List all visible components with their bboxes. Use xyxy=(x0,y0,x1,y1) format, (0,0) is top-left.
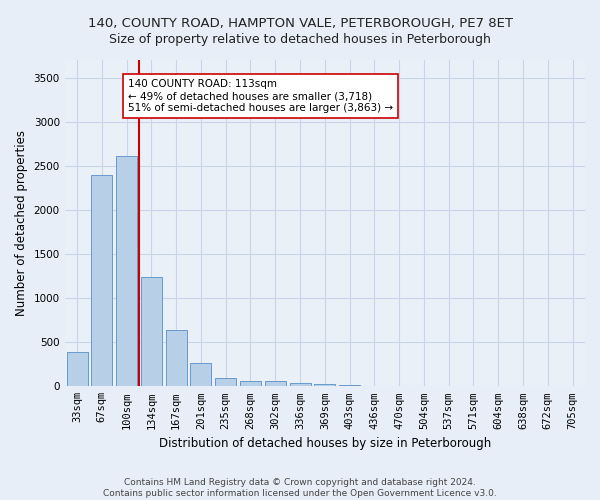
Bar xyxy=(314,384,335,386)
Bar xyxy=(240,381,261,386)
Bar xyxy=(67,352,88,386)
Bar xyxy=(215,378,236,386)
Text: Contains HM Land Registry data © Crown copyright and database right 2024.
Contai: Contains HM Land Registry data © Crown c… xyxy=(103,478,497,498)
Bar xyxy=(290,383,311,386)
Bar xyxy=(265,382,286,386)
Y-axis label: Number of detached properties: Number of detached properties xyxy=(15,130,28,316)
Text: Size of property relative to detached houses in Peterborough: Size of property relative to detached ho… xyxy=(109,32,491,46)
X-axis label: Distribution of detached houses by size in Peterborough: Distribution of detached houses by size … xyxy=(159,437,491,450)
Bar xyxy=(190,364,211,386)
Text: 140, COUNTY ROAD, HAMPTON VALE, PETERBOROUGH, PE7 8ET: 140, COUNTY ROAD, HAMPTON VALE, PETERBOR… xyxy=(88,18,512,30)
Bar xyxy=(339,384,360,386)
Bar xyxy=(116,156,137,386)
Bar xyxy=(166,330,187,386)
Bar xyxy=(91,174,112,386)
Bar xyxy=(141,277,162,386)
Text: 140 COUNTY ROAD: 113sqm
← 49% of detached houses are smaller (3,718)
51% of semi: 140 COUNTY ROAD: 113sqm ← 49% of detache… xyxy=(128,80,393,112)
